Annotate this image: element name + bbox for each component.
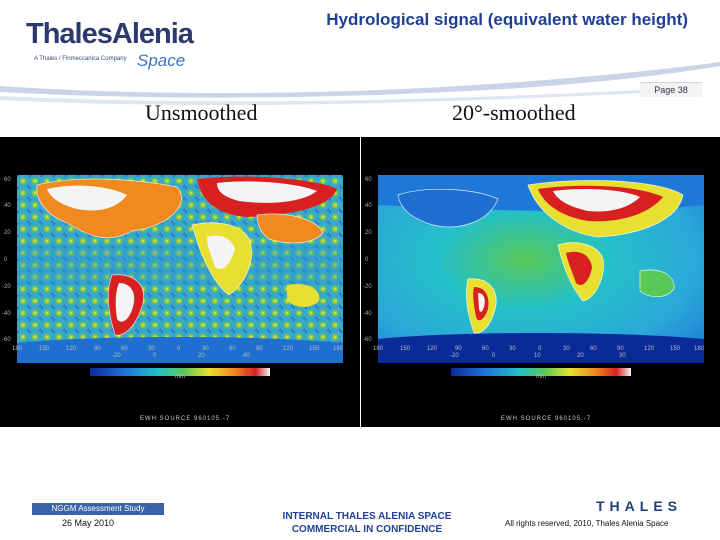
x-tick: 180 [333,346,344,352]
classification-line: INTERNAL THALES ALENIA SPACE [282,511,452,522]
study-name-bar: NGGM Assessment Study [32,503,164,515]
slide-title: Hydrological signal (equivalent water he… [326,10,688,29]
colorbar-tick: 10 [534,353,541,359]
x-tick: 30 [202,346,209,352]
logo-tagline: A Thales / Finmeccanica Company [34,56,127,62]
y-tick: -20 [2,284,11,290]
column-title-smoothed: 20°-smoothed [452,100,576,125]
x-tick: 120 [66,346,77,352]
colorbar-tick: 40 [243,353,250,359]
colorbar [90,363,270,376]
colorbar-tick: 20 [198,353,205,359]
x-tick: 90 [94,346,101,352]
colorbar [451,363,631,376]
company-logo: ThalesAlenia [26,18,194,50]
x-tick: 150 [309,346,320,352]
y-tick: -20 [363,284,372,290]
x-tick: 150 [670,346,681,352]
y-tick: 60 [4,177,11,183]
x-tick: 150 [39,346,50,352]
x-tick: 30 [148,346,155,352]
x-tick: 0 [538,346,542,352]
x-tick: 180 [694,346,705,352]
x-tick: 180 [12,346,23,352]
y-tick: -40 [2,311,11,317]
thales-logo: THALES [596,498,682,514]
x-tick: 180 [373,346,384,352]
classification-notice: INTERNAL THALES ALENIA SPACE COMMERCIAL … [252,510,482,536]
footer-date: 26 May 2010 [62,518,115,528]
classification-line: COMMERCIAL IN CONFIDENCE [291,524,443,535]
source-label: EWH SOURCE 960105.-7 [140,416,231,422]
ewh-map-smoothed [378,175,704,363]
y-tick: 40 [4,203,11,209]
y-tick: -60 [363,337,372,343]
colorbar-tick: 0 [153,353,157,359]
x-tick: 30 [563,346,570,352]
colorbar-tick: 20 [577,353,584,359]
logo-space-word: Space [137,51,186,70]
y-tick: 20 [365,230,372,236]
map-panel-unsmoothed: 60 40 20 0 -20 -40 -60 180 150 120 90 60… [0,137,360,427]
colorbar-tick: -20 [112,353,121,359]
copyright-notice: All rights reserved, 2010, Thales Alenia… [505,519,669,528]
x-tick: 90 [617,346,624,352]
x-tick: 90 [455,346,462,352]
x-tick: 120 [427,346,438,352]
x-tick: 60 [482,346,489,352]
header-swoosh [0,62,720,106]
map-panel-smoothed: 60 40 20 0 -20 -40 -60 180 150 120 90 60… [361,137,720,427]
y-tick: 20 [4,230,11,236]
y-tick: -40 [363,311,372,317]
colorbar-tick: -20 [450,353,459,359]
source-label: EWH SOURCE 960105.-7 [501,416,592,422]
x-tick: 30 [509,346,516,352]
x-tick: 60 [229,346,236,352]
colorbar-tick: 30 [619,353,626,359]
page-number: Page 38 [640,82,702,97]
ewh-map-unsmoothed [17,175,343,363]
x-tick: 120 [283,346,294,352]
x-tick: 60 [590,346,597,352]
x-tick: 0 [177,346,181,352]
x-tick: 150 [400,346,411,352]
y-tick: 60 [365,177,372,183]
x-tick: 120 [644,346,655,352]
y-tick: 0 [365,257,369,263]
colorbar-unit: mm [536,374,546,380]
colorbar-tick: 0 [492,353,496,359]
y-tick: -60 [2,337,11,343]
y-tick: 40 [365,203,372,209]
column-title-unsmoothed: Unsmoothed [145,100,258,125]
x-tick: 60 [121,346,128,352]
x-tick: 90 [256,346,263,352]
y-tick: 0 [4,257,8,263]
colorbar-unit: mm [175,374,185,380]
